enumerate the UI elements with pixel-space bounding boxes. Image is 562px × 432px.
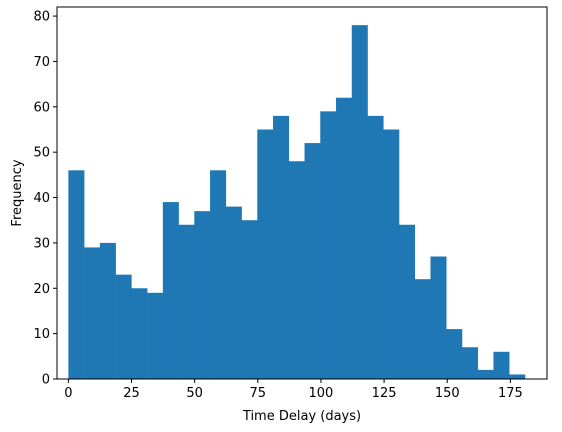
histogram-bar-6 (162, 202, 179, 379)
histogram-bar-25 (461, 347, 479, 379)
y-tick-label: 60 (33, 100, 50, 115)
histogram-bar-3 (115, 274, 132, 379)
histogram-bar-20 (383, 129, 400, 379)
histogram-bar-14 (288, 161, 305, 379)
histogram-bar-4 (131, 288, 148, 379)
histogram-bar-11 (241, 220, 258, 379)
histogram-bar-19 (367, 115, 384, 379)
histogram-bar-13 (273, 115, 290, 379)
x-tick-label: 50 (186, 386, 203, 401)
x-tick-label: 0 (64, 386, 72, 401)
histogram-bar-1 (84, 247, 101, 379)
x-tick-label: 175 (498, 386, 523, 401)
histogram-bar-22 (414, 279, 431, 379)
y-ticks: 0 10 20 30 40 50 60 70 80 (33, 10, 57, 388)
y-tick-label: 70 (33, 55, 50, 70)
x-tick-label: 125 (372, 386, 397, 401)
histogram-bar-18 (351, 25, 368, 380)
y-tick-label: 50 (33, 146, 50, 161)
histogram-bar-10 (225, 206, 242, 379)
axes-frame (56, 6, 548, 380)
histogram-bar-21 (398, 224, 416, 379)
y-tick-label: 40 (33, 191, 50, 206)
histogram-bar-7 (178, 224, 195, 379)
histogram-bar-15 (304, 143, 321, 379)
x-tick-label: 25 (123, 386, 140, 401)
x-ticks: 0 25 50 75 100 125 150 175 (64, 379, 523, 401)
x-tick-label: 100 (309, 386, 334, 401)
histogram-bar-2 (99, 242, 116, 379)
histogram-bar-24 (446, 329, 463, 379)
histogram-bar-23 (430, 256, 447, 379)
y-tick-label: 30 (33, 236, 50, 251)
histogram-bar-17 (336, 97, 353, 380)
x-tick-label: 150 (435, 386, 460, 401)
histogram-bar-26 (477, 369, 494, 379)
histogram-bar-9 (210, 170, 227, 379)
y-tick-label: 10 (33, 327, 50, 342)
histogram-bar-8 (194, 211, 211, 379)
y-tick-label: 0 (42, 373, 50, 388)
histogram-bar-0 (68, 170, 85, 379)
histogram-bar-27 (493, 351, 510, 379)
y-axis-label: Frequency (10, 159, 25, 226)
x-tick-label: 75 (250, 386, 267, 401)
y-tick-label: 20 (33, 282, 50, 297)
histogram-bar-16 (320, 111, 337, 379)
x-axis-label: Time Delay (days) (242, 409, 361, 424)
y-tick-label: 80 (33, 10, 50, 25)
histogram-bar-28 (509, 374, 526, 379)
bars-group (68, 25, 526, 380)
histogram-bar-5 (147, 292, 164, 379)
histogram-bar-12 (257, 129, 274, 379)
